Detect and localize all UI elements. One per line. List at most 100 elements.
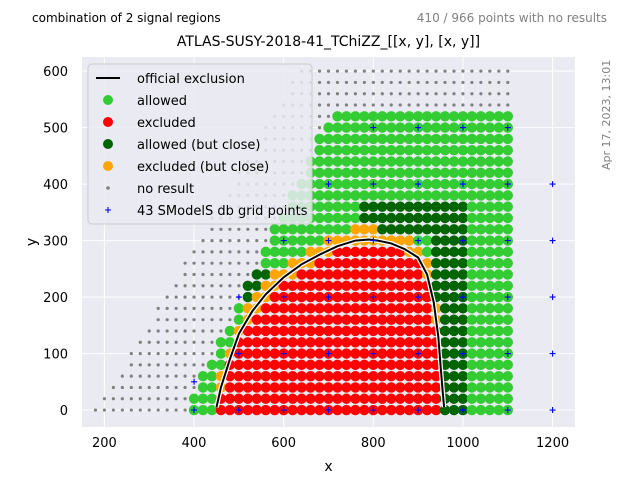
point-no-result bbox=[353, 80, 357, 85]
point-no-result bbox=[174, 340, 178, 344]
point-excluded bbox=[359, 404, 370, 416]
point-allowed bbox=[484, 257, 496, 269]
point-no-result bbox=[201, 329, 205, 333]
point-excluded bbox=[368, 325, 379, 337]
point-allowed bbox=[377, 156, 388, 167]
point-no-result bbox=[506, 80, 510, 85]
point-excluded bbox=[386, 382, 397, 393]
point-no-result bbox=[156, 363, 160, 367]
grid-point-marker bbox=[415, 237, 422, 244]
point-excluded bbox=[305, 404, 316, 416]
point-no-result bbox=[416, 103, 420, 107]
point-allowed bbox=[332, 224, 343, 235]
point-allowed-close bbox=[448, 348, 460, 359]
point-no-result bbox=[237, 261, 241, 265]
point-no-result bbox=[488, 103, 492, 107]
grid-point-marker bbox=[549, 237, 556, 244]
point-no-result bbox=[228, 227, 232, 231]
point-allowed bbox=[466, 122, 478, 133]
point-no-result bbox=[255, 227, 259, 231]
point-allowed bbox=[403, 145, 415, 156]
point-no-result bbox=[380, 103, 384, 107]
point-no-result bbox=[165, 397, 169, 401]
point-excluded bbox=[412, 382, 424, 393]
point-excluded bbox=[296, 359, 307, 371]
point-excluded bbox=[350, 382, 361, 393]
point-excluded bbox=[287, 393, 298, 404]
point-excluded bbox=[296, 370, 307, 382]
point-no-result bbox=[452, 92, 456, 96]
point-allowed-close bbox=[430, 257, 442, 269]
grid-point-marker bbox=[415, 124, 422, 131]
point-allowed bbox=[466, 201, 478, 212]
point-no-result bbox=[129, 397, 133, 401]
point-allowed bbox=[323, 145, 334, 156]
point-allowed-close bbox=[368, 201, 379, 212]
point-allowed bbox=[475, 156, 487, 167]
point-allowed bbox=[448, 133, 460, 145]
point-allowed bbox=[448, 190, 460, 201]
point-no-result bbox=[147, 408, 151, 412]
point-excluded bbox=[323, 325, 334, 337]
grid-point-marker bbox=[370, 294, 377, 301]
point-allowed bbox=[197, 370, 209, 382]
point-no-result bbox=[165, 318, 169, 322]
point-excluded bbox=[251, 325, 262, 337]
point-allowed bbox=[475, 122, 487, 133]
point-excluded bbox=[251, 382, 262, 393]
point-no-result bbox=[174, 363, 178, 367]
point-excluded bbox=[332, 303, 343, 314]
point-allowed bbox=[493, 235, 505, 246]
point-no-result bbox=[201, 306, 205, 310]
point-allowed bbox=[412, 167, 424, 179]
point-no-result bbox=[174, 295, 178, 299]
point-allowed bbox=[323, 201, 334, 212]
point-excluded bbox=[332, 348, 343, 359]
point-no-result bbox=[210, 306, 214, 310]
point-allowed bbox=[493, 303, 505, 314]
point-allowed bbox=[377, 178, 388, 190]
point-excluded-close bbox=[260, 280, 271, 291]
point-allowed bbox=[359, 190, 370, 201]
point-allowed bbox=[502, 224, 513, 235]
point-allowed bbox=[457, 145, 469, 156]
point-excluded bbox=[332, 314, 343, 325]
point-allowed bbox=[377, 145, 388, 156]
point-allowed bbox=[484, 359, 496, 371]
point-no-result bbox=[183, 318, 187, 322]
point-no-result bbox=[201, 261, 205, 265]
point-allowed-close bbox=[448, 246, 460, 258]
point-allowed-close bbox=[412, 212, 424, 224]
point-no-result bbox=[407, 103, 411, 107]
point-allowed bbox=[287, 246, 298, 258]
grid-point-marker bbox=[549, 294, 556, 301]
point-no-result bbox=[407, 69, 411, 73]
point-allowed bbox=[197, 382, 209, 393]
point-no-result bbox=[246, 238, 250, 243]
point-allowed bbox=[484, 269, 496, 280]
point-allowed-close bbox=[439, 280, 451, 291]
point-no-result bbox=[443, 69, 447, 73]
point-allowed bbox=[386, 145, 397, 156]
point-excluded bbox=[314, 382, 325, 393]
point-allowed bbox=[448, 122, 460, 133]
point-excluded bbox=[368, 370, 379, 382]
point-no-result bbox=[183, 374, 187, 378]
point-allowed bbox=[341, 190, 352, 201]
point-excluded bbox=[430, 370, 442, 382]
point-excluded bbox=[260, 382, 271, 393]
point-allowed-close bbox=[395, 212, 406, 224]
point-excluded bbox=[332, 404, 343, 416]
point-allowed bbox=[475, 314, 487, 325]
point-excluded bbox=[368, 359, 379, 371]
point-excluded bbox=[386, 359, 397, 371]
point-no-result bbox=[335, 103, 340, 107]
point-allowed bbox=[475, 370, 487, 382]
point-allowed bbox=[466, 212, 478, 224]
point-excluded bbox=[403, 303, 415, 314]
point-excluded bbox=[395, 257, 406, 269]
point-excluded bbox=[368, 246, 379, 258]
point-excluded bbox=[251, 404, 262, 416]
point-allowed bbox=[493, 224, 505, 235]
point-allowed bbox=[206, 382, 218, 393]
